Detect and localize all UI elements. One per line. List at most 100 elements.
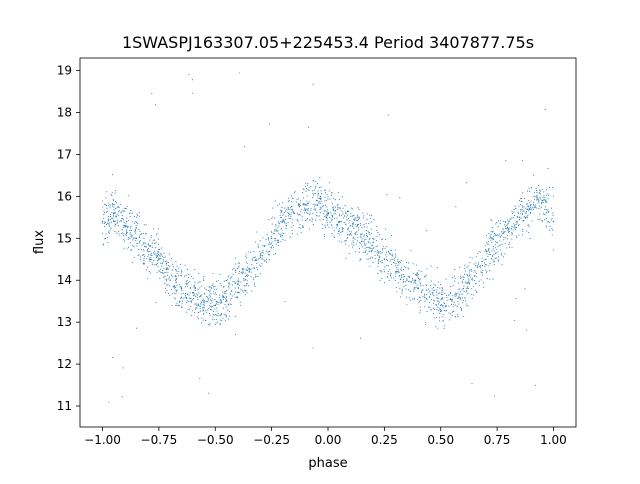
data-point: [432, 292, 434, 294]
data-point: [115, 215, 117, 217]
data-point: [541, 220, 544, 222]
data-point: [285, 225, 287, 227]
data-point: [530, 200, 532, 202]
data-point: [259, 254, 262, 256]
data-point: [528, 210, 530, 212]
data-point: [278, 241, 280, 243]
data-point: [337, 224, 339, 226]
data-point: [514, 205, 516, 207]
data-point: [366, 213, 368, 215]
data-point: [403, 273, 405, 275]
data-point: [217, 315, 219, 317]
data-point: [418, 302, 420, 304]
data-point: [363, 215, 365, 217]
data-point: [454, 295, 456, 297]
data-point: [378, 257, 381, 259]
data-point: [506, 227, 508, 229]
data-point: [508, 243, 510, 245]
data-point: [439, 307, 441, 309]
data-point: [103, 217, 105, 219]
data-point: [469, 282, 471, 284]
data-point: [271, 218, 273, 220]
data-point: [317, 197, 319, 199]
data-point: [349, 215, 351, 217]
data-point: [228, 275, 230, 277]
data-point: [165, 267, 167, 269]
data-point: [318, 202, 320, 204]
data-point: [399, 279, 402, 281]
data-point: [525, 210, 528, 213]
data-point: [545, 213, 547, 215]
data-point: [504, 253, 506, 255]
data-point: [520, 217, 522, 219]
data-point: [452, 303, 454, 305]
data-point: [287, 207, 289, 209]
data-point: [168, 264, 170, 266]
data-point: [215, 318, 217, 321]
data-point: [157, 228, 159, 230]
data-point: [105, 197, 107, 199]
data-point: [349, 225, 352, 227]
data-point: [494, 395, 496, 397]
data-point: [237, 282, 239, 284]
data-point: [455, 292, 457, 294]
data-point: [448, 305, 450, 307]
data-point: [385, 251, 388, 253]
data-point: [254, 241, 257, 243]
data-point: [439, 292, 441, 294]
data-point: [408, 289, 410, 291]
data-point: [109, 204, 111, 206]
data-point: [196, 305, 198, 307]
data-point: [431, 291, 433, 293]
data-point: [190, 306, 192, 308]
data-point: [144, 245, 146, 247]
data-point: [538, 202, 540, 204]
data-point: [435, 291, 438, 293]
data-point: [406, 278, 408, 280]
data-point: [296, 220, 298, 222]
data-point: [428, 296, 431, 298]
data-point: [476, 265, 478, 267]
data-point: [139, 256, 142, 258]
data-point: [352, 240, 354, 242]
data-point: [309, 219, 311, 221]
data-point: [178, 267, 180, 269]
data-point: [481, 272, 483, 274]
data-point: [180, 287, 183, 290]
data-point: [331, 218, 333, 221]
data-point: [426, 230, 428, 232]
data-point: [461, 293, 463, 295]
data-point: [403, 276, 405, 278]
data-point: [153, 252, 155, 254]
data-point: [259, 273, 261, 275]
data-point: [287, 197, 290, 199]
data-point: [338, 231, 340, 233]
data-point: [199, 377, 201, 380]
data-point: [224, 314, 226, 316]
data-point: [278, 225, 280, 227]
data-point: [179, 264, 181, 266]
data-point: [229, 303, 231, 305]
data-point: [518, 234, 520, 236]
data-point: [514, 207, 517, 209]
data-point: [259, 256, 261, 258]
data-point: [342, 207, 344, 209]
data-point: [250, 251, 252, 253]
data-point: [338, 198, 340, 200]
x-tick-label: 0.75: [484, 433, 511, 447]
data-point: [158, 270, 160, 272]
data-point: [255, 274, 257, 276]
data-point: [530, 208, 532, 210]
data-point: [467, 275, 469, 277]
data-point: [451, 299, 453, 301]
data-point: [319, 206, 321, 208]
data-point: [141, 233, 143, 235]
data-point: [135, 227, 137, 229]
data-point: [202, 303, 204, 305]
data-point: [354, 232, 356, 234]
data-point: [545, 218, 547, 220]
data-point: [432, 302, 435, 304]
data-point: [514, 215, 516, 217]
data-point: [317, 205, 319, 207]
data-point: [103, 210, 105, 212]
